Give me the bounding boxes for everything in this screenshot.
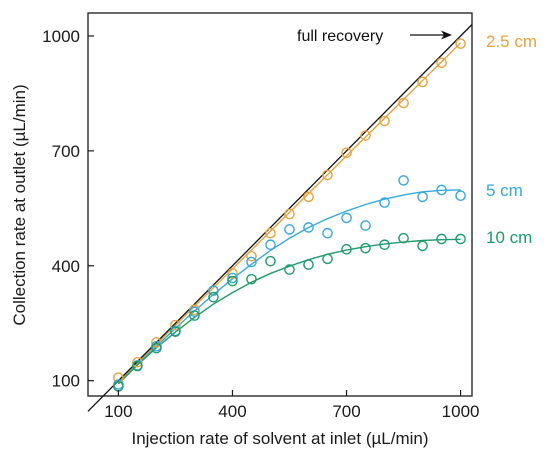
data-point-0: [265, 227, 276, 239]
data-point-1: [455, 190, 466, 201]
data-point-0: [455, 38, 466, 49]
series-label: 2.5 cm: [486, 32, 537, 51]
data-point-2: [322, 253, 333, 265]
data-point-0: [322, 169, 333, 181]
y-tick-label: 400: [52, 257, 80, 276]
data-point-1: [341, 212, 352, 224]
data-point-0: [246, 250, 257, 262]
full-recovery-annotation: full recovery: [297, 28, 383, 45]
data-point-2: [417, 240, 428, 252]
x-tick-label: 100: [104, 402, 132, 421]
x-tick-label: 700: [332, 402, 360, 421]
full-recovery-line: [87, 24, 473, 412]
data-point-2: [265, 255, 276, 267]
fit-line-0: [117, 42, 462, 383]
data-point-1: [284, 224, 295, 235]
data-point-1: [436, 184, 447, 196]
data-point-2: [341, 244, 352, 255]
y-tick-label: 700: [52, 142, 80, 161]
fit-line-2: [117, 238, 461, 385]
data-point-0: [417, 76, 428, 88]
data-point-0: [341, 147, 352, 159]
data-point-1: [379, 197, 390, 208]
y-tick-label: 1000: [42, 27, 80, 46]
data-point-0: [284, 208, 295, 220]
data-point-0: [360, 130, 371, 141]
data-point-0: [398, 97, 409, 109]
data-point-2: [455, 233, 466, 245]
axes: 100 400 700 1000 100 400 700 1000 2.5 cm 5 cm 10 c…: [42, 27, 537, 421]
data-point-2: [246, 273, 257, 285]
data-point-2: [132, 360, 143, 372]
data-point-0: [151, 337, 162, 348]
data-point-2: [379, 239, 390, 251]
data-point-1: [227, 272, 238, 284]
data-point-2: [208, 291, 219, 303]
data-point-0: [170, 319, 181, 331]
data-point-2: [189, 310, 200, 321]
data-point-1: [398, 175, 409, 186]
data-point-2: [151, 342, 162, 354]
full-recovery-arrow: [410, 30, 452, 40]
plot-frame: [87, 12, 473, 397]
y-tick-label: 100: [52, 372, 80, 391]
fit-line-1: [117, 189, 461, 385]
data-point-0: [227, 268, 238, 279]
data-point-2: [436, 233, 447, 245]
x-axis-title: Injection rate of solvent at inlet (µL/m…: [131, 429, 428, 448]
data-point-1: [360, 220, 371, 231]
x-tick-label: 400: [218, 402, 246, 421]
data-point-1: [417, 191, 428, 203]
data-point-2: [170, 326, 181, 337]
x-tick-label: 1000: [442, 402, 480, 421]
data-point-1: [208, 285, 219, 296]
data-point-1: [189, 306, 200, 318]
data-point-1: [265, 239, 276, 251]
data-point-0: [436, 57, 447, 69]
series-label: 5 cm: [486, 181, 523, 200]
data-point-2: [360, 242, 371, 254]
data-point-2: [227, 275, 238, 287]
data-point-2: [284, 264, 295, 275]
data-point-2: [303, 259, 314, 270]
series-label: 10 cm: [486, 228, 532, 247]
data-point-0: [303, 191, 314, 203]
chart-marks: [87, 24, 473, 412]
data-point-2: [398, 232, 409, 244]
y-axis-title: Collection rate at outlet (µL/min): [10, 84, 29, 325]
data-point-0: [132, 356, 143, 368]
data-point-1: [322, 227, 333, 239]
data-point-0: [379, 115, 390, 127]
data-point-1: [303, 222, 314, 233]
data-point-1: [246, 256, 257, 268]
